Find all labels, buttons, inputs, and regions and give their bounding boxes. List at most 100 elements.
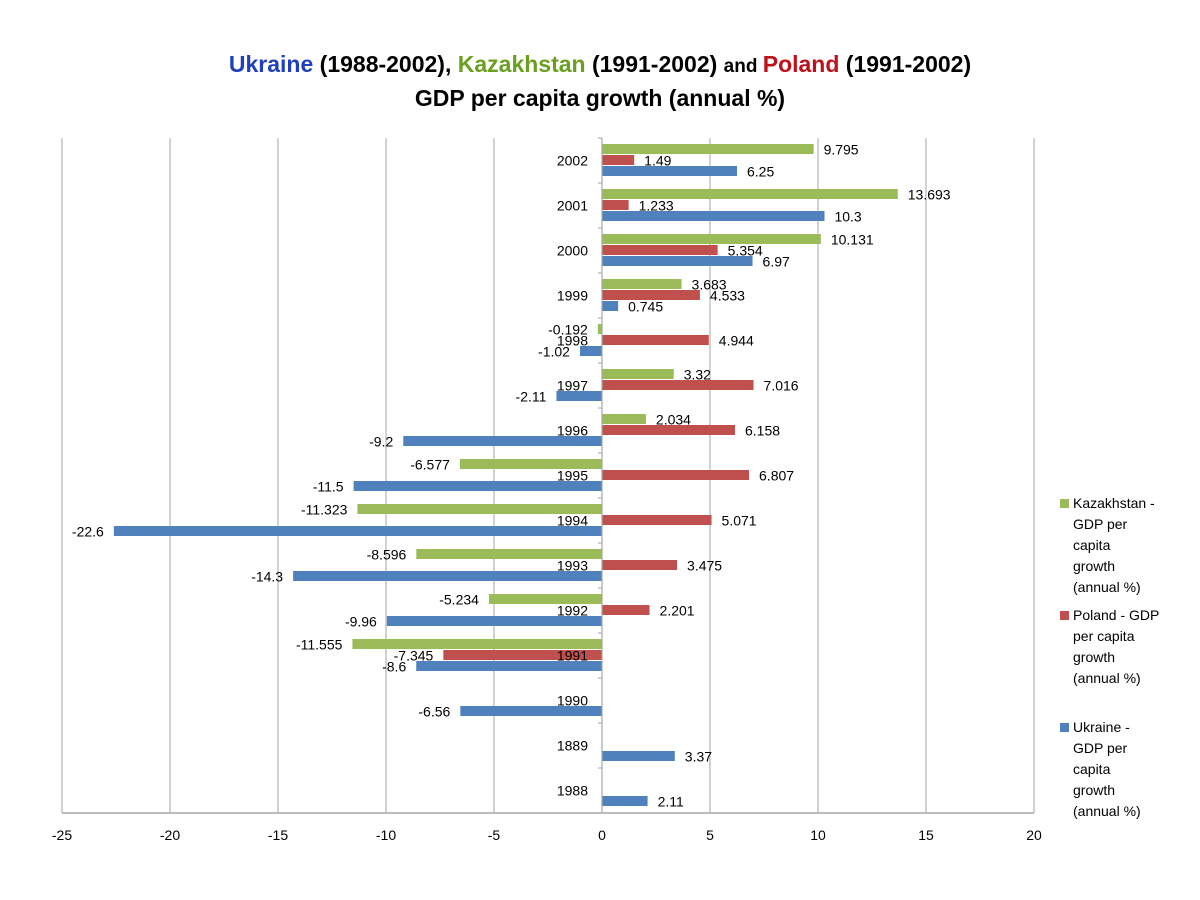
legend-text-line: (annual %)	[1073, 803, 1141, 819]
bar-2-2000	[602, 234, 821, 244]
category-label: 1995	[557, 468, 588, 484]
title-part-6: (1991-2002)	[839, 51, 972, 77]
legend-text-line: growth	[1073, 558, 1116, 574]
data-label: 3.475	[687, 558, 722, 574]
legend-item-poland: Poland - GDP per capita growth (annual %)	[1060, 605, 1193, 689]
x-tick-label: 10	[810, 827, 826, 843]
data-label: -6.577	[410, 457, 450, 473]
category-label: 1997	[557, 378, 588, 394]
data-label: 3.683	[692, 277, 727, 293]
bar-1-1993	[602, 560, 678, 570]
data-label: -11.5	[313, 479, 344, 495]
category-label: 1996	[557, 423, 588, 439]
legend: Kazakhstan - GDP per capita growth (annual %…	[1060, 493, 1193, 822]
title-part-4: and	[723, 56, 763, 77]
x-tick-label: -5	[488, 827, 501, 843]
category-label: 2000	[557, 243, 588, 259]
data-label: -8.596	[367, 547, 407, 563]
category-label: 1999	[557, 288, 588, 304]
bar-1-1996	[602, 425, 736, 435]
bar-1-1991	[443, 650, 602, 660]
category-label: 1990	[557, 693, 588, 709]
data-label: -7.345	[394, 648, 434, 664]
bar-2-1994	[357, 504, 602, 514]
bar-2-1997	[602, 369, 674, 379]
data-label: -22.6	[72, 524, 104, 540]
x-tick-label: 20	[1026, 827, 1042, 843]
legend-swatch-kazakhstan	[1060, 499, 1069, 508]
category-label: 1993	[557, 558, 588, 574]
legend-text-line: growth	[1073, 649, 1116, 665]
bar-1-1998	[602, 335, 709, 345]
legend-item-ukraine: Ukraine - GDP per capita growth (annual %)	[1060, 717, 1193, 822]
data-label: 3.37	[685, 749, 712, 765]
bar-0-1993	[293, 571, 602, 581]
data-label: -11.323	[301, 502, 348, 518]
legend-text-line: Poland - GDP	[1073, 607, 1160, 623]
data-label: -5.234	[439, 592, 479, 608]
data-label: 6.25	[747, 164, 774, 180]
bar-1-2001	[602, 200, 629, 210]
category-label: 1992	[557, 603, 588, 619]
data-label: -9.96	[345, 614, 377, 630]
x-tick-label: -25	[52, 827, 72, 843]
x-tick-label: -10	[376, 827, 396, 843]
data-label: 10.3	[834, 209, 861, 225]
bar-2-1995	[459, 459, 602, 469]
data-label: -0.192	[548, 322, 588, 338]
legend-label-kazakhstan: Kazakhstan - GDP per capita growth (annual %…	[1073, 493, 1173, 598]
data-label: 5.071	[722, 513, 757, 529]
category-label: 1889	[557, 738, 588, 754]
data-label: 6.158	[745, 423, 780, 439]
category-label: 2002	[557, 153, 588, 169]
legend-swatch-ukraine	[1060, 723, 1069, 732]
bar-2-1992	[488, 594, 602, 604]
category-label: 1988	[557, 783, 588, 799]
x-tick-label: -15	[268, 827, 288, 843]
chart-subtitle: GDP per capita growth (annual %)	[414, 85, 786, 111]
data-label: 1.49	[644, 153, 671, 169]
category-label: 2001	[557, 198, 588, 214]
data-label: 13.693	[908, 187, 951, 203]
bar-2-1996	[602, 414, 646, 424]
bar-2-1991	[352, 639, 602, 649]
bar-2-1999	[602, 279, 682, 289]
data-label: 9.795	[824, 142, 859, 158]
bar-0-1995	[353, 481, 602, 491]
data-label: 0.745	[628, 299, 663, 315]
legend-text-line: (annual %)	[1073, 670, 1141, 686]
bar-0-1992	[386, 616, 602, 626]
data-label: 2.201	[660, 603, 695, 619]
title-part-5: Poland	[762, 51, 840, 77]
legend-item-kazakhstan: Kazakhstan - GDP per capita growth (annual %…	[1060, 493, 1193, 598]
legend-text-line: GDP per	[1073, 740, 1128, 756]
bar-0-1988	[602, 796, 648, 806]
bar-1-1999	[602, 290, 700, 300]
data-label: 10.131	[831, 232, 874, 248]
data-label: 7.016	[764, 378, 799, 394]
x-tick-label: 15	[918, 827, 934, 843]
data-label: -6.56	[418, 704, 450, 720]
bar-1-2002	[602, 155, 635, 165]
bar-0-1999	[602, 301, 619, 311]
legend-swatch-poland	[1060, 611, 1069, 620]
bar-0-1996	[403, 436, 602, 446]
bar-1-1997	[602, 380, 754, 390]
category-label: 1991	[557, 648, 588, 664]
bar-0-1997	[556, 391, 602, 401]
data-label: 1.233	[639, 198, 674, 214]
bar-2-1998	[597, 324, 602, 334]
title-part-0: Ukraine	[228, 51, 314, 77]
legend-text-line: per capita	[1073, 628, 1135, 644]
legend-text-line: growth	[1073, 782, 1116, 798]
bar-0-1991	[416, 661, 602, 671]
title-part-2: Kazakhstan	[457, 51, 586, 77]
data-label: -8.6	[382, 659, 406, 675]
data-label: 6.97	[763, 254, 790, 270]
bar-0-1998	[579, 346, 602, 356]
category-label: 1998	[557, 333, 588, 349]
bar-2-1993	[416, 549, 602, 559]
legend-label-ukraine: Ukraine - GDP per capita growth (annual %)	[1073, 717, 1173, 822]
bar-1-1995	[602, 470, 750, 480]
bar-1-2000	[602, 245, 718, 255]
